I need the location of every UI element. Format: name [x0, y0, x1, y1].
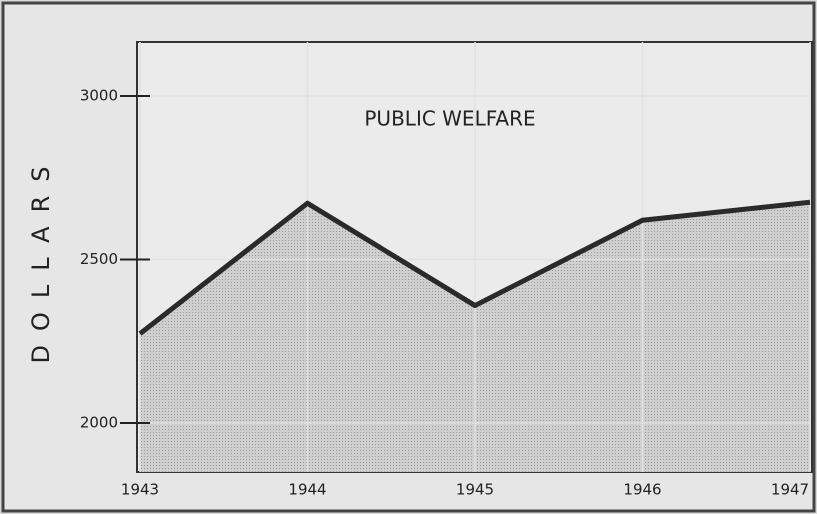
x-tick-label: 1946	[623, 481, 661, 499]
x-tick-label: 1943	[121, 481, 159, 499]
plot	[138, 42, 811, 472]
line	[138, 199, 811, 336]
y-tick-label: 2500	[80, 250, 118, 268]
x-tick-label: 1944	[288, 481, 326, 499]
y-tick-label: 3000	[80, 86, 118, 104]
x-tick-label: 1947	[771, 481, 809, 499]
y-axis-label: DOLLARS	[27, 153, 55, 364]
y-tick-label: 2000	[80, 413, 118, 431]
x-tick-label: 1945	[456, 481, 494, 499]
chart-title: PUBLIC WELFARE	[364, 107, 535, 131]
